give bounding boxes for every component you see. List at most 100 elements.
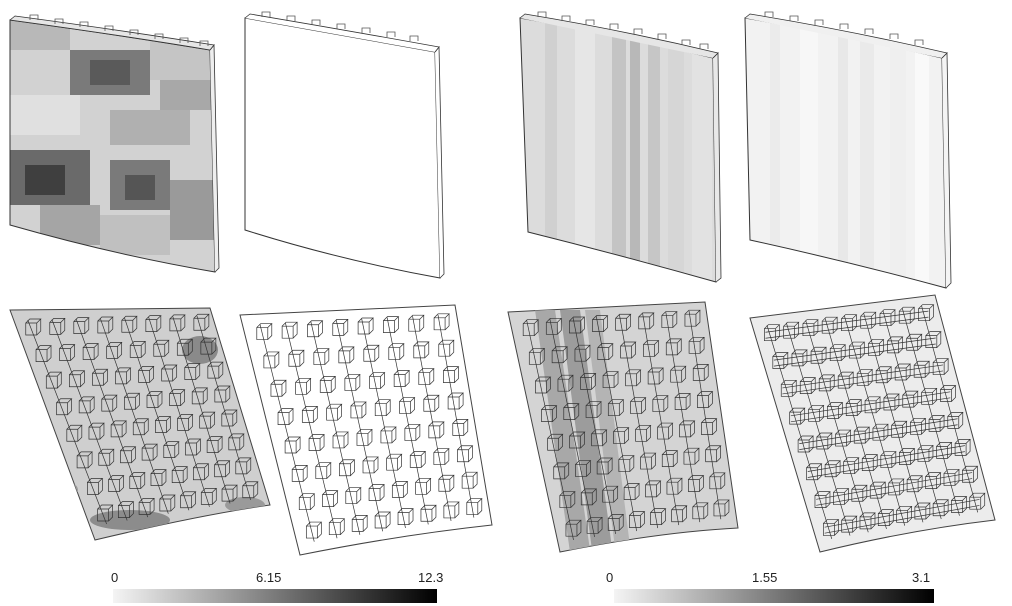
rib-box <box>344 374 361 391</box>
rib-box <box>808 404 825 422</box>
rib-box <box>281 321 298 339</box>
rib-box <box>683 447 700 465</box>
rib-box <box>563 403 580 420</box>
rib-box <box>163 441 180 458</box>
rib-box <box>932 499 949 517</box>
colorbar-2-mid-label: 1.55 <box>752 570 778 585</box>
rib-box <box>176 338 194 356</box>
rib-box <box>270 379 287 397</box>
rib-box <box>374 511 391 529</box>
rib-box <box>586 516 603 534</box>
rib-box <box>338 346 355 364</box>
rib-box <box>906 475 923 493</box>
rib-box <box>193 463 210 481</box>
rib-box <box>806 463 823 481</box>
cross-rib <box>773 337 936 367</box>
rib-line <box>172 316 231 504</box>
rib-box <box>138 366 155 383</box>
rib-box <box>674 393 691 410</box>
rib-box <box>313 348 330 365</box>
rib-box <box>872 423 889 441</box>
rib-box <box>620 341 637 359</box>
rib-box <box>853 426 871 444</box>
rib-box <box>574 344 591 362</box>
rib-box <box>823 519 840 536</box>
rib-box <box>569 431 586 449</box>
colorbar-1-mid-label: 6.15 <box>256 570 282 585</box>
rib-box <box>35 345 52 362</box>
rib-box <box>295 377 312 395</box>
rib-box <box>883 393 900 411</box>
rib-line <box>284 322 338 539</box>
rib-box <box>169 314 186 332</box>
rib-box <box>535 376 552 394</box>
rib-box <box>132 418 150 436</box>
panel-bottom-4 <box>749 294 996 553</box>
rib-line <box>921 305 979 513</box>
rib-box <box>602 371 619 388</box>
rib-line <box>386 317 429 525</box>
cross-rib <box>816 472 973 506</box>
rib-line <box>148 317 210 507</box>
rib-box <box>159 494 176 512</box>
rib-box <box>625 369 642 387</box>
rib-box <box>199 411 216 429</box>
rib-box <box>129 472 146 489</box>
rib-box <box>98 448 115 466</box>
rib-box <box>101 394 118 412</box>
rib-box <box>861 454 879 471</box>
rib-line <box>901 307 960 516</box>
cross-rib <box>824 499 980 534</box>
rib-box <box>169 389 186 407</box>
rib-box <box>837 371 855 389</box>
rib-box <box>551 346 568 364</box>
rib-box <box>221 484 238 502</box>
rib-box <box>657 422 674 440</box>
rib-line <box>51 319 128 521</box>
rib-line <box>882 310 942 520</box>
rib-line <box>785 322 851 536</box>
rib-box <box>894 363 912 381</box>
rib-box <box>692 502 709 520</box>
rib-box <box>200 488 218 505</box>
rib-box <box>433 313 450 331</box>
rib-box <box>845 399 863 416</box>
rib-box <box>914 502 931 520</box>
rib-box <box>423 394 440 412</box>
rib-box <box>399 397 416 414</box>
rib-box <box>452 419 469 436</box>
rib-line <box>766 325 833 539</box>
rib-box <box>141 443 158 461</box>
rib-box <box>433 448 450 465</box>
rib-box <box>888 478 905 496</box>
rib-box <box>146 391 163 408</box>
rib-box <box>386 453 403 471</box>
rib-box <box>115 367 132 385</box>
rib-box <box>666 477 683 495</box>
rib-box <box>925 472 942 489</box>
rib-box <box>824 460 841 478</box>
rib-box <box>709 472 726 490</box>
rib-line <box>27 319 107 525</box>
rib-line <box>526 319 574 540</box>
rib-box <box>193 313 210 331</box>
rib-box <box>827 402 844 419</box>
rib-line <box>310 321 361 535</box>
rib-box <box>780 379 798 397</box>
panel-top-4 <box>744 11 952 289</box>
rib-box <box>418 368 435 385</box>
rib-box <box>684 309 701 327</box>
rib-box <box>59 344 76 361</box>
rib-box <box>284 436 301 454</box>
rib-line <box>688 310 722 520</box>
rib-box <box>155 416 172 433</box>
rib-box <box>665 338 683 356</box>
rib-box <box>541 405 558 422</box>
rib-box <box>25 318 42 336</box>
rib-box <box>388 343 405 360</box>
rib-box <box>56 398 73 416</box>
rib-box <box>899 448 916 465</box>
rib-box <box>799 377 817 394</box>
rib-box <box>575 460 592 477</box>
rib-box <box>461 471 478 489</box>
